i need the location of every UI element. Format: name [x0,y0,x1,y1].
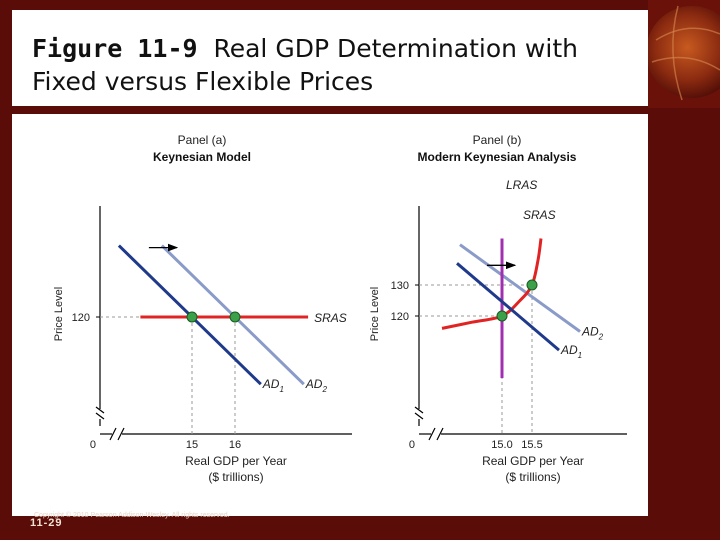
curve-sras [441,238,543,330]
y-tick-label: 120 [72,312,90,324]
panel-a: Panel (a) Keynesian Model 0 Price Level Real… [53,133,352,484]
y-axis-break [95,406,105,414]
side-band [648,108,720,540]
title-box: Figure 11-9 Real GDP Determination with … [12,10,648,106]
equilibrium-point [186,311,198,323]
equilibrium-point [526,279,538,291]
y-axis-break [414,412,424,420]
equilibrium-point [496,310,508,322]
y-axis-break [95,412,105,420]
curve-label-ad2: AD2 [305,377,328,394]
y-tick-label: 120 [391,311,409,323]
panel-b: Panel (b) Modern Keynesian Analysis 0 Price… [369,133,627,484]
figure-number: Figure 11-9 [32,34,198,63]
x-axis-units: ($ trillions) [208,470,263,484]
copyright-notice: Copyright © 2010 Pearson Addison-Wesley.… [34,512,230,519]
curve-label-sras: SRAS [523,208,556,222]
x-axis-break [117,427,125,441]
figure-title: Real GDP Determination with Fixed versus… [32,34,578,96]
panel-label: Panel (a) [178,133,227,147]
panel-label: Panel (b) [473,133,522,147]
x-axis-label: Real GDP per Year [482,454,584,468]
x-tick-label: 16 [229,439,241,451]
curve-label-ad1: AD1 [560,343,582,360]
x-axis-units: ($ trillions) [505,470,560,484]
x-axis-break [436,427,444,441]
curve-label-sras: SRAS [314,311,347,325]
x-axis-break [428,427,436,441]
curve-ad1 [456,262,560,352]
origin-label: 0 [409,439,415,451]
y-axis-break [414,406,424,414]
y-axis-label: Price Level [53,287,65,341]
panel-title: Modern Keynesian Analysis [418,150,577,164]
equilibrium-point [229,311,241,323]
x-tick-label: 15 [186,439,198,451]
globe-graphic [648,0,720,108]
slide-number: 11-29 [30,517,63,529]
curve-ad2 [459,243,581,333]
slide-title: Figure 11-9 Real GDP Determination with … [32,32,632,98]
figure-area: Panel (a) Keynesian Model 0 Price Level Real… [12,114,648,516]
curve-label-ad2: AD2 [581,325,604,342]
x-tick-label: 15.0 [491,439,512,451]
panel-title: Keynesian Model [153,150,251,164]
figure-svg: Panel (a) Keynesian Model 0 Price Level Real… [53,133,627,484]
curve-label-ad1: AD1 [262,377,284,394]
curve-label-lras: LRAS [506,178,537,192]
y-tick-label: 130 [391,280,409,292]
x-axis-break [109,427,117,441]
x-tick-label: 15.5 [521,439,542,451]
x-axis-label: Real GDP per Year [185,454,287,468]
origin-label: 0 [90,439,96,451]
y-axis-label: Price Level [369,287,381,341]
